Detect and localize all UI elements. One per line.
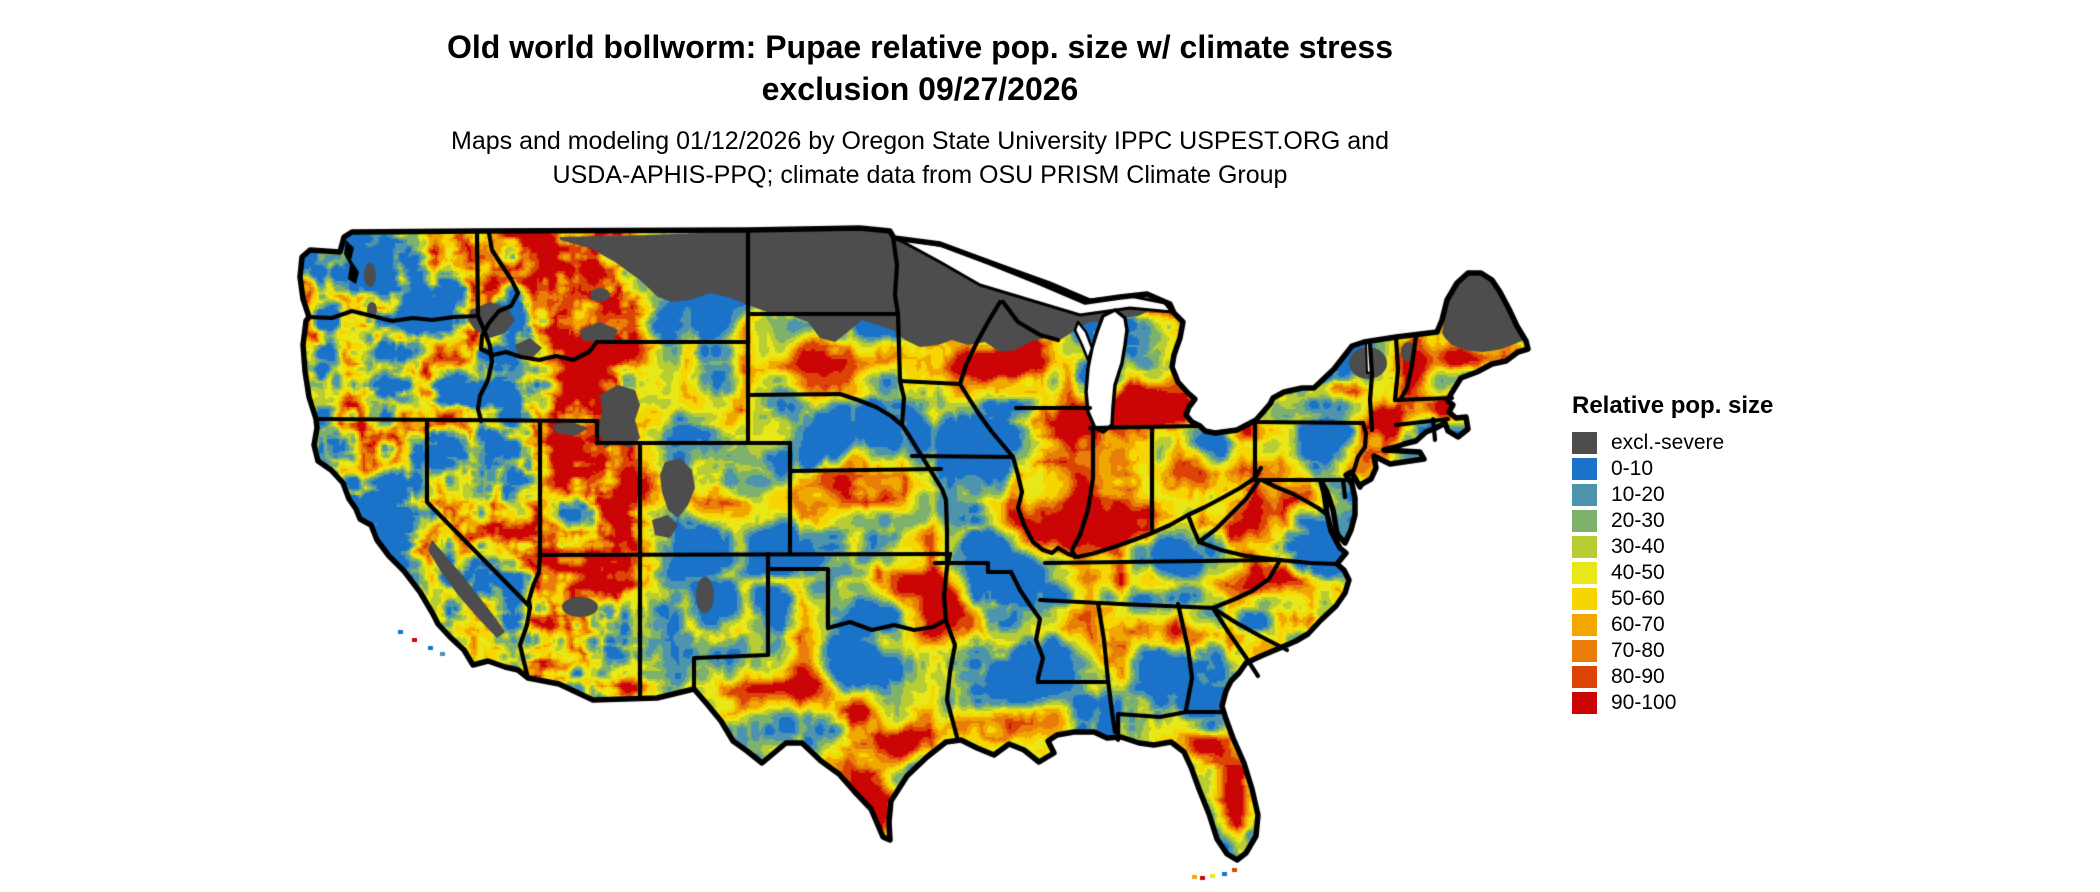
legend-label: 60-70 [1611,613,1665,636]
legend-swatch [1572,562,1597,584]
legend-label: 40-50 [1611,561,1665,584]
legend-entry: 50-60 [1572,586,1773,612]
legend-label: 10-20 [1611,483,1665,506]
legend-entry: 70-80 [1572,638,1773,664]
legend-label: 30-40 [1611,535,1665,558]
legend-entry: 90-100 [1572,690,1773,716]
map-title-line2: exclusion 09/27/2026 [761,71,1079,107]
legend-entry: excl.-severe [1572,430,1773,456]
legend-rows: excl.-severe 0-10 10-20 20-30 30-40 40-50 50-6… [1572,430,1773,716]
legend-swatch [1572,432,1597,454]
legend-label: 50-60 [1611,587,1665,610]
legend-entry: 10-20 [1572,482,1773,508]
legend-label: excl.-severe [1611,431,1725,454]
map-title: Old world bollworm: Pupae relative pop. … [0,26,1840,110]
map-subtitle: Maps and modeling 01/12/2026 by Oregon S… [0,124,1840,192]
legend-label: 70-80 [1611,639,1665,662]
legend-swatch [1572,458,1597,480]
map-title-line1: Old world bollworm: Pupae relative pop. … [446,29,1394,65]
legend-swatch [1572,640,1597,662]
legend-title: Relative pop. size [1572,392,1774,419]
legend-label: 80-90 [1611,665,1665,688]
legend-label: 20-30 [1611,509,1665,532]
legend-swatch [1572,614,1597,636]
legend-entry: 30-40 [1572,534,1773,560]
map-subtitle-line2: USDA-APHIS-PPQ; climate data from OSU PR… [552,161,1288,189]
legend-entry: 40-50 [1572,560,1773,586]
legend-swatch [1572,692,1597,714]
legend-entry: 60-70 [1572,612,1773,638]
legend-swatch [1572,588,1597,610]
legend-entry: 80-90 [1572,664,1773,690]
legend-label: 90-100 [1611,691,1677,714]
legend-swatch [1572,666,1597,688]
map-subtitle-line1: Maps and modeling 01/12/2026 by Oregon S… [451,127,1389,155]
legend-swatch [1572,536,1597,558]
legend-entry: 0-10 [1572,456,1773,482]
legend-swatch [1572,484,1597,506]
legend-label: 0-10 [1611,457,1654,480]
legend-swatch [1572,510,1597,532]
legend: Relative pop. size excl.-severe 0-10 10-20… [1572,392,1773,716]
legend-entry: 20-30 [1572,508,1773,534]
